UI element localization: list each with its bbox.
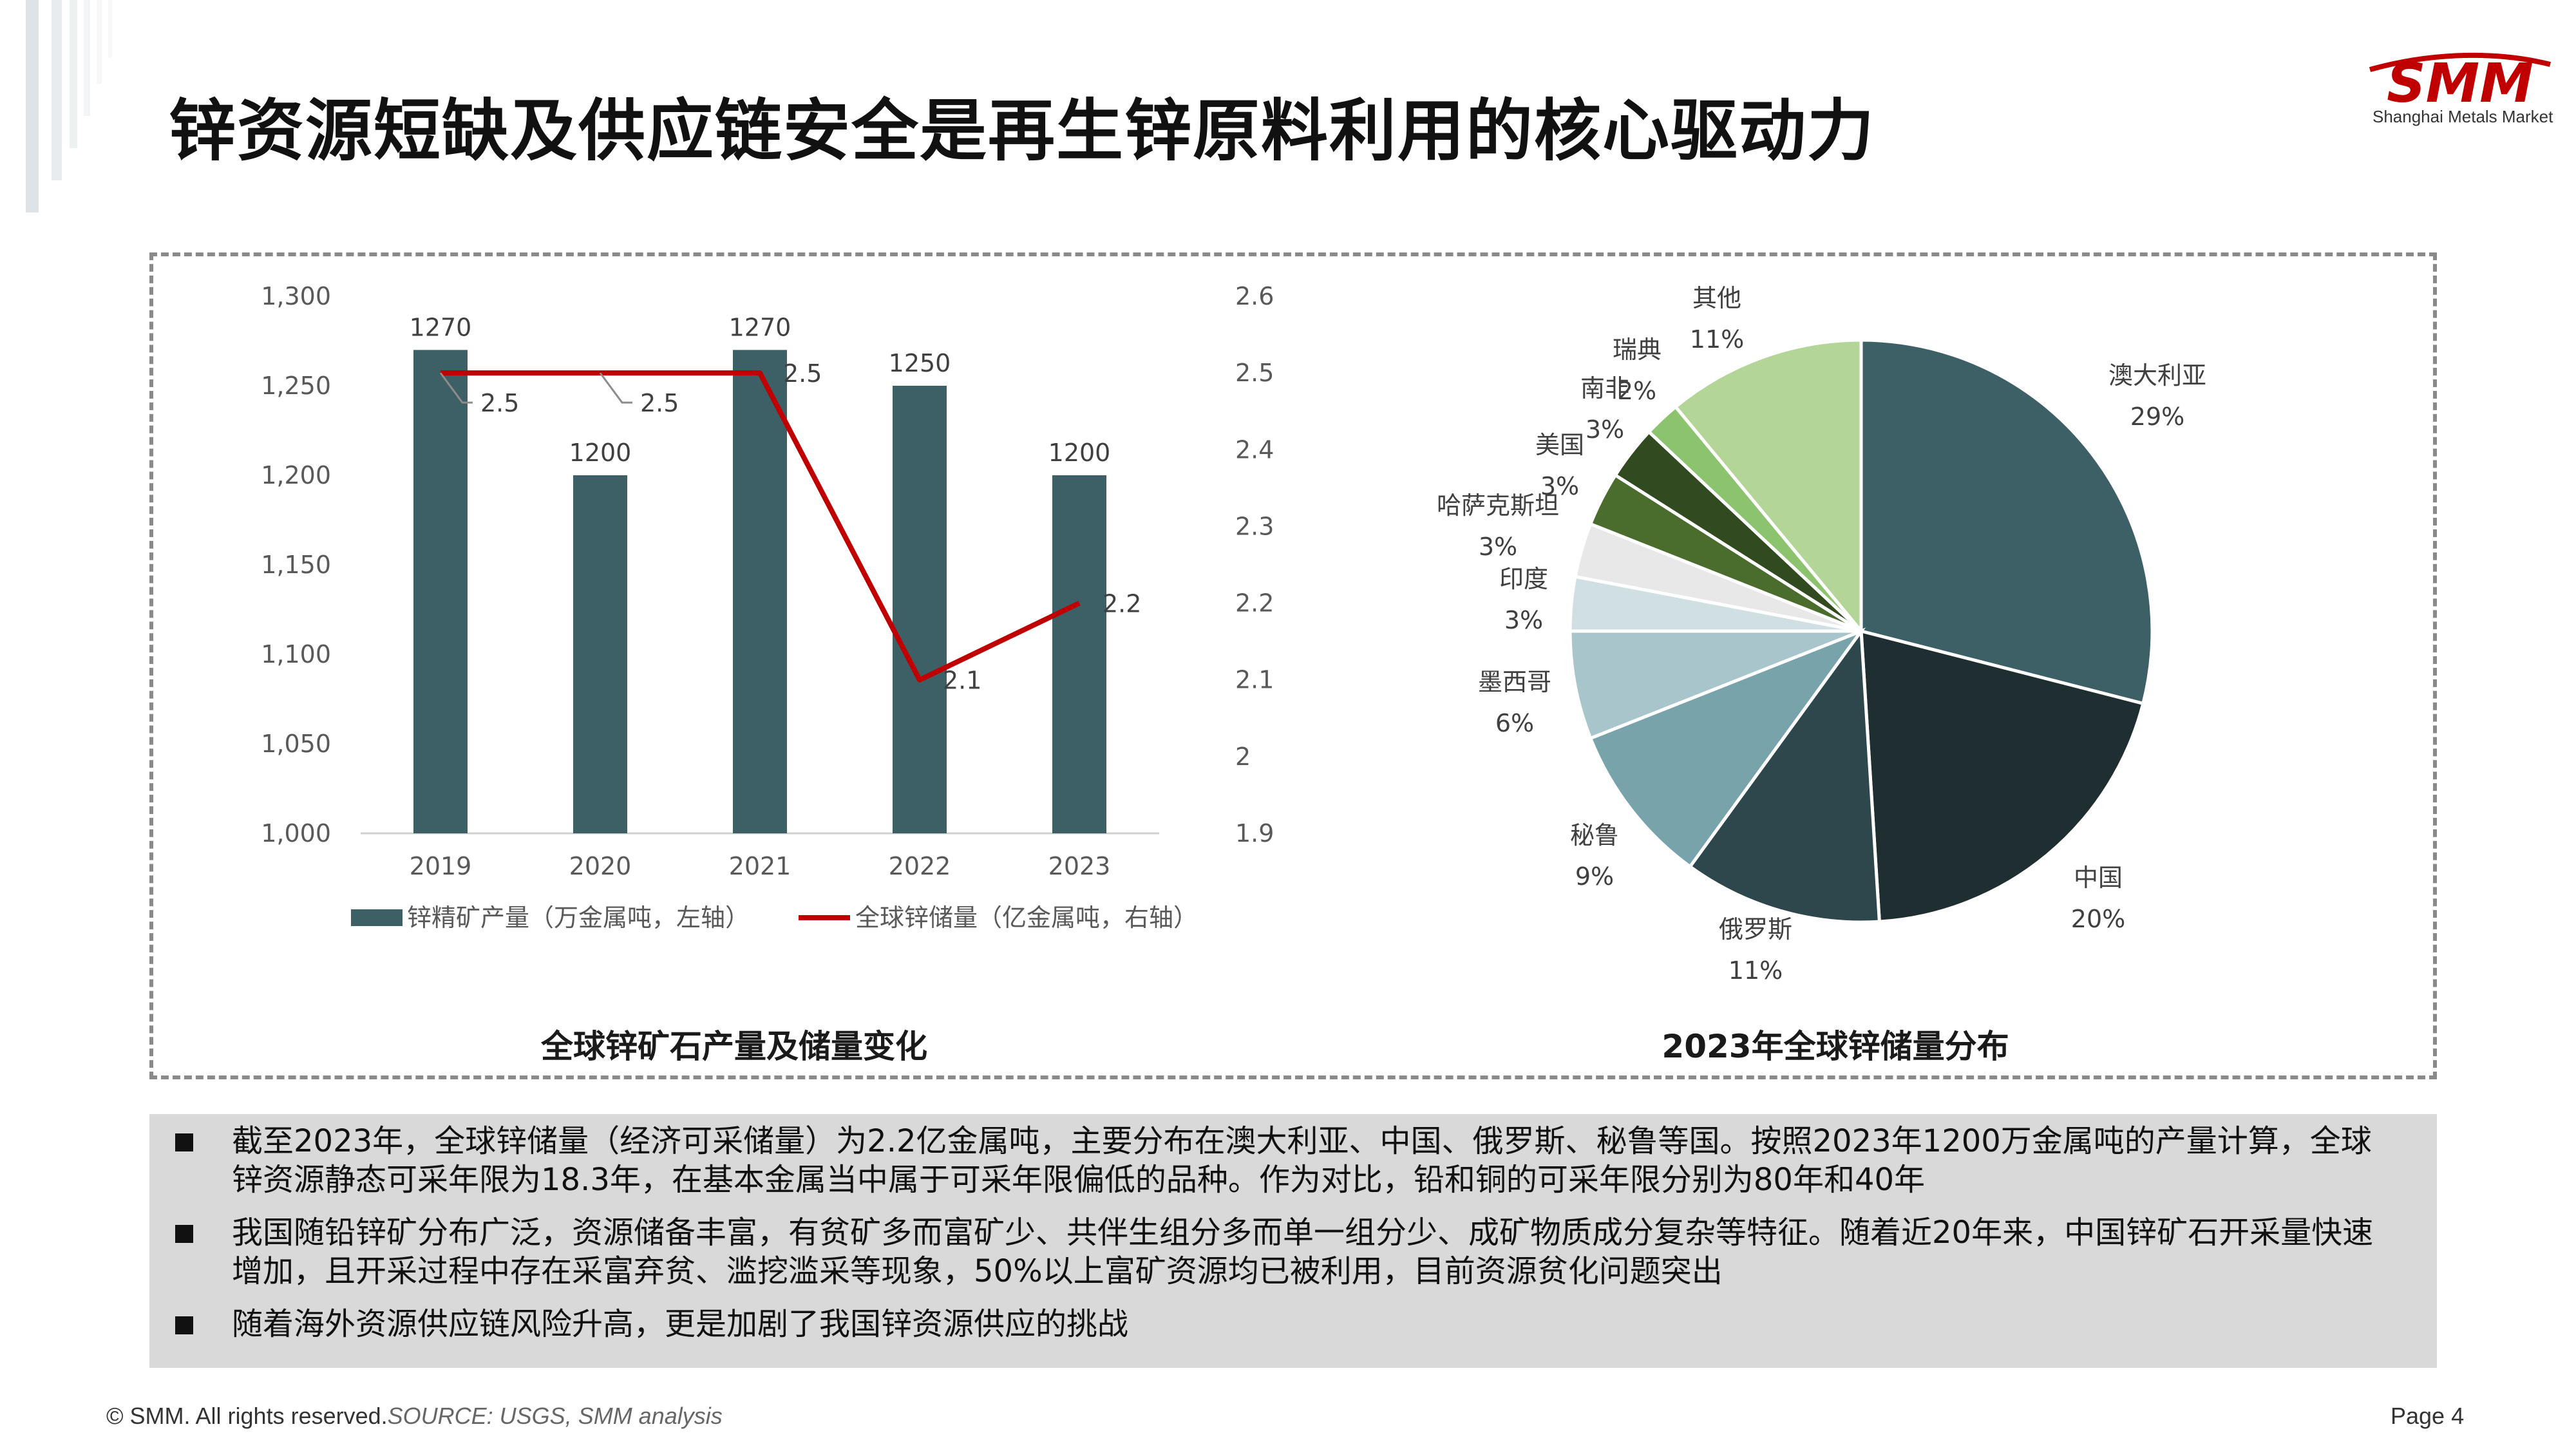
note-item: 截至2023年，全球锌储量（经济可采储量）为2.2亿金属吨，主要分布在澳大利亚、…	[175, 1122, 2398, 1199]
pie-slice-label: 俄罗斯	[1719, 915, 1792, 943]
bar	[733, 350, 787, 833]
bar-data-label: 1270	[410, 313, 472, 341]
line-data-label: 2.1	[943, 667, 981, 695]
pie-slice-label: 南非	[1580, 374, 1629, 402]
right-axis-tick-label: 2.4	[1235, 435, 1274, 464]
x-axis-tick-label: 2021	[729, 852, 791, 880]
logo-subtitle: Shanghai Metals Market	[2372, 107, 2553, 126]
bar	[1052, 475, 1106, 833]
bar	[893, 386, 947, 833]
right-axis-tick-label: 2.6	[1235, 282, 1274, 310]
pie-slice-value: 20%	[2071, 905, 2125, 933]
pie-slice-value: 6%	[1495, 709, 1534, 737]
pie-slice-label: 秘鲁	[1570, 821, 1619, 849]
left-axis-tick-label: 1,200	[261, 461, 331, 489]
pie-slice	[1859, 338, 2154, 706]
charts-frame	[149, 252, 2437, 1079]
decor-stripe	[97, 0, 102, 84]
pie-slice	[1568, 629, 1862, 741]
pie-slice	[1859, 629, 2145, 923]
pie-slice-value: 3%	[1479, 533, 1517, 561]
reserve-line-series	[440, 370, 1081, 683]
logo-mark: SMM	[2387, 52, 2533, 115]
bar-data-label: 1270	[729, 313, 791, 341]
leader-line	[439, 372, 473, 404]
bar-line-chart: 1,000 1,050 1,100 1,150 1,200 1,250 1,300 1.9 2…	[261, 282, 1274, 932]
bar	[413, 350, 468, 833]
footer-source: SOURCE: USGS, SMM analysis	[387, 1403, 723, 1429]
pie-slice-value: 9%	[1575, 862, 1614, 891]
pie-slice-value: 3%	[1586, 415, 1624, 444]
left-axis-tick-label: 1,000	[261, 819, 331, 848]
pie-slice-label: 哈萨克斯坦	[1437, 491, 1559, 520]
decor-stripe	[26, 0, 39, 213]
left-axis-tick-label: 1,250	[261, 372, 331, 400]
legend-swatch-bar	[351, 909, 402, 926]
right-axis-tick-label: 2.2	[1235, 589, 1274, 618]
note-text: 我国随铅锌矿分布广泛，资源储备丰富，有贫矿多而富矿少、共伴生组分多而单一组分少、…	[232, 1215, 2374, 1289]
legend-label-line: 全球锌储量（亿金属吨，右轴）	[855, 904, 1198, 932]
smm-logo: SMM	[2369, 52, 2551, 115]
bar-chart-title: 全球锌矿石产量及储量变化	[541, 1028, 927, 1065]
pie-chart-title: 2023年全球锌储量分布	[1662, 1028, 2009, 1065]
legend-label-bar: 锌精矿产量（万金属吨，左轴）	[407, 904, 750, 932]
left-axis-tick-label: 1,300	[261, 282, 331, 310]
decor-stripe	[108, 0, 112, 58]
pie-slice	[1588, 627, 1866, 869]
footer-copyright: © SMM. All rights reserved.SOURCE: USGS,…	[106, 1403, 723, 1430]
pie-slice-value: 11%	[1728, 956, 1783, 985]
pie-slice-label: 瑞典	[1613, 336, 1662, 364]
bar-data-label: 1200	[1048, 439, 1111, 467]
pie-slice	[1673, 338, 1863, 636]
pie-slice-value: 2%	[1618, 377, 1656, 405]
x-axis-tick-label: 2022	[889, 852, 951, 880]
pie-slice	[1687, 626, 1882, 924]
pie-slice-label: 美国	[1535, 431, 1584, 459]
decor-stripe	[84, 0, 90, 116]
pie-slice-label: 其他	[1692, 284, 1741, 312]
line-data-label: 2.5	[783, 359, 822, 388]
right-axis-tick-label: 2.3	[1235, 512, 1274, 540]
bullet-square-icon	[175, 1225, 193, 1243]
leader-line	[599, 372, 632, 404]
copyright-text: © SMM. All rights reserved.	[106, 1403, 388, 1429]
right-axis-tick-label: 2.5	[1235, 359, 1274, 387]
bullet-square-icon	[175, 1316, 193, 1334]
pie-slice-label: 中国	[2074, 864, 2123, 892]
bar-data-label: 1200	[569, 439, 632, 467]
note-item: 随着海外资源供应链风险升高，更是加剧了我国锌资源供应的挑战	[175, 1305, 2398, 1343]
pie-chart: 澳大利亚29%中国20%俄罗斯11%秘鲁9%墨西哥6%印度3%哈萨克斯坦3%美国…	[1437, 284, 2206, 985]
pie-slice-value: 3%	[1504, 606, 1543, 634]
line-data-label: 2.5	[640, 389, 679, 417]
note-text: 截至2023年，全球锌储量（经济可采储量）为2.2亿金属吨，主要分布在澳大利亚、…	[232, 1123, 2372, 1198]
pie-slice-label: 墨西哥	[1478, 668, 1551, 696]
x-axis-tick-label: 2019	[410, 852, 472, 880]
left-axis-tick-label: 1,150	[261, 551, 331, 579]
right-axis-tick-label: 2.1	[1235, 666, 1274, 694]
pie-slice-value: 11%	[1690, 325, 1744, 354]
bar-data-label: 1250	[889, 349, 951, 377]
pie-slice-label: 印度	[1499, 565, 1548, 593]
left-axis-tick-label: 1,100	[261, 640, 331, 668]
logo-swoosh	[2369, 52, 2551, 72]
bullet-square-icon	[175, 1133, 193, 1151]
x-axis-tick-label: 2020	[569, 852, 632, 880]
notes-box: 截至2023年，全球锌储量（经济可采储量）为2.2亿金属吨，主要分布在澳大利亚、…	[149, 1114, 2437, 1368]
pie-slice-label: 澳大利亚	[2108, 361, 2206, 390]
left-axis-tick-label: 1,050	[261, 730, 331, 758]
decor-stripe	[70, 0, 77, 148]
line-data-label: 2.5	[480, 389, 519, 417]
page-title: 锌资源短缺及供应链安全是再生锌原料利用的核心驱动力	[169, 91, 1876, 170]
right-axis-tick-label: 1.9	[1235, 819, 1274, 848]
line-data-label: 2.2	[1103, 590, 1141, 618]
bar	[573, 475, 627, 833]
pie-slice-value: 29%	[2130, 402, 2184, 431]
note-item: 我国随铅锌矿分布广泛，资源储备丰富，有贫矿多而富矿少、共伴生组分多而单一组分少、…	[175, 1213, 2398, 1291]
x-axis-tick-label: 2023	[1048, 852, 1111, 880]
note-text: 随着海外资源供应链风险升高，更是加剧了我国锌资源供应的挑战	[232, 1306, 1129, 1342]
pie-slice-value: 3%	[1540, 472, 1579, 500]
page-number: Page 4	[2391, 1403, 2465, 1429]
decor-stripe	[52, 0, 62, 180]
right-axis-tick-label: 2	[1235, 743, 1251, 771]
